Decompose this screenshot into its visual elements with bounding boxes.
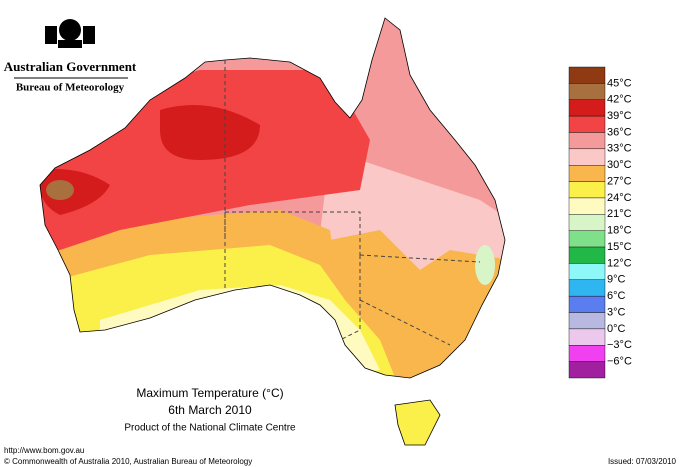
legend-swatch	[568, 328, 606, 346]
legend-swatch	[568, 83, 606, 100]
legend: 45°C 42°C 39°C 36°C 33°C 30°C 27°C 24°C 21°C 18°C…	[568, 66, 632, 379]
legend-swatch	[568, 345, 606, 362]
legend-label: 39°C	[607, 110, 632, 122]
legend-swatch	[568, 312, 606, 330]
legend-swatch	[568, 181, 606, 199]
government: Australian Government	[4, 59, 137, 74]
legend-label: 0°C	[607, 323, 626, 335]
legend-swatch	[568, 66, 606, 84]
legend-swatch	[568, 246, 606, 264]
legend-label: 24°C	[607, 192, 632, 204]
state-borders	[224, 60, 481, 346]
url: http://www.bom.gov.au	[4, 446, 84, 455]
legend-swatch	[568, 132, 606, 150]
legend-swatch	[568, 361, 606, 379]
legend-swatch	[568, 165, 606, 182]
legend-label: 21°C	[607, 208, 632, 220]
legend-label: 33°C	[607, 143, 632, 155]
legend-label: 36°C	[607, 126, 632, 138]
copyright: © Commonwealth of Australia 2010, Austra…	[4, 457, 252, 466]
legend-label: −6°C	[607, 356, 632, 368]
legend-label: 9°C	[607, 274, 626, 286]
legend-swatch	[568, 279, 606, 297]
legend-label: −3°C	[607, 339, 632, 351]
legend-label: 27°C	[607, 175, 632, 187]
legend-label: 42°C	[607, 94, 632, 106]
legend-swatch	[568, 214, 606, 231]
tasmania	[394, 399, 441, 446]
legend-label: 45°C	[607, 77, 632, 89]
legend-swatch	[568, 263, 606, 280]
legend-swatch	[568, 197, 606, 215]
emblem	[45, 19, 95, 48]
bureau: Bureau of Meteorology	[16, 82, 125, 94]
map-product: Product of the National Climate Centre	[124, 423, 296, 434]
map-date: 6th March 2010	[168, 403, 252, 417]
legend-label: 12°C	[607, 257, 632, 269]
legend-label: 18°C	[607, 225, 632, 237]
legend-label: 15°C	[607, 241, 632, 253]
legend-swatch	[568, 148, 606, 166]
legend-swatch	[568, 295, 606, 313]
legend-swatch	[568, 99, 606, 117]
issued: Issued: 07/03/2010	[608, 457, 677, 466]
legend-label: 3°C	[607, 306, 626, 318]
legend-swatch	[568, 230, 606, 248]
legend-swatch	[568, 115, 606, 133]
legend-label: 30°C	[607, 159, 632, 171]
map-title: Maximum Temperature (°C)	[136, 386, 283, 400]
legend-label: 6°C	[607, 290, 626, 302]
